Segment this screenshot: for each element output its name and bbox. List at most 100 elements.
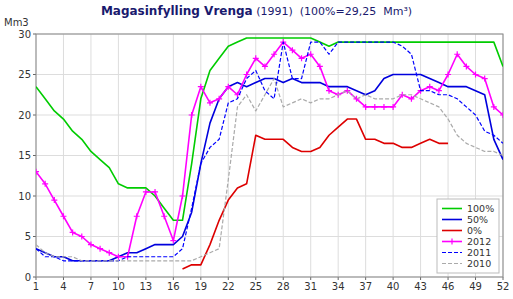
y-grid-line [36, 196, 503, 197]
y-tick-label: 25 [18, 69, 31, 80]
y-tick-label: 0 [25, 272, 31, 283]
series-marker [79, 234, 85, 240]
x-grid-line [393, 34, 394, 277]
series-marker [134, 213, 140, 219]
y-grid-line [36, 155, 503, 156]
series-marker [60, 213, 66, 219]
series-line [36, 38, 503, 220]
x-tick-label: 22 [222, 281, 235, 292]
series-marker [500, 112, 503, 118]
x-tick-label: 19 [194, 281, 207, 292]
legend-label: 50% [467, 214, 488, 225]
x-tick-label: 7 [88, 281, 94, 292]
x-grid-line [145, 34, 146, 277]
series-marker [271, 51, 277, 57]
x-tick-label: 40 [387, 281, 400, 292]
x-tick-label: 34 [332, 281, 345, 292]
series-marker [161, 213, 167, 219]
series-marker [143, 189, 149, 195]
x-tick-label: 25 [249, 281, 262, 292]
x-tick-label: 52 [497, 281, 510, 292]
x-tick-label: 46 [442, 281, 455, 292]
series-marker [482, 76, 488, 82]
plot-area [36, 34, 503, 277]
legend-marker [449, 239, 455, 245]
legend-label: 2012 [467, 236, 491, 247]
y-tick-label: 10 [18, 191, 31, 202]
x-tick-label: 16 [167, 281, 180, 292]
series-marker [225, 84, 231, 90]
title: Magasinfylling Vrenga (1991) (100%=29,25… [101, 4, 412, 18]
title-main: Magasinfylling Vrenga [101, 4, 253, 18]
x-grid-line [118, 34, 119, 277]
series-marker [170, 238, 176, 244]
series-line [183, 119, 449, 269]
x-grid-line [310, 34, 311, 277]
y-grid-line [36, 236, 503, 237]
series-marker [491, 104, 497, 110]
series-marker [189, 112, 195, 118]
y-tick-label: 30 [18, 29, 31, 40]
series-marker [390, 104, 396, 110]
series-marker [326, 88, 332, 94]
legend-label: 0% [467, 225, 482, 236]
legend-label: 100% [467, 203, 494, 214]
series-marker [427, 84, 433, 90]
legend-label: 2010 [467, 258, 491, 269]
x-tick-label: 37 [359, 281, 372, 292]
series-marker [70, 229, 76, 235]
series-line [36, 79, 503, 261]
x-grid-line [228, 34, 229, 277]
legend-swatch [442, 252, 462, 253]
series-marker [106, 250, 112, 256]
legend-swatch [442, 208, 462, 210]
x-tick-label: 13 [140, 281, 153, 292]
x-grid-line [283, 34, 284, 277]
series-line [36, 42, 503, 257]
series-marker [463, 63, 469, 69]
series-marker [97, 246, 103, 252]
series-marker [262, 63, 268, 69]
y-grid-line [36, 74, 503, 75]
chart: Magasinfylling Vrenga (1991) (100%=29,25… [0, 0, 513, 299]
legend-label: 2011 [467, 247, 491, 258]
plot-frame [36, 34, 503, 277]
series-marker [317, 63, 323, 69]
series-marker [454, 51, 460, 57]
series-marker [115, 254, 121, 260]
x-tick-label: 1 [33, 281, 39, 292]
series-marker [51, 197, 57, 203]
x-tick-label: 31 [304, 281, 317, 292]
series-marker [180, 193, 186, 199]
series-marker [36, 169, 39, 175]
x-grid-line [200, 34, 201, 277]
series-group [36, 38, 503, 269]
series-line [36, 42, 503, 261]
series-marker [473, 72, 479, 78]
x-tick-label: 10 [112, 281, 125, 292]
x-grid-line [365, 34, 366, 277]
series-line [36, 75, 503, 261]
grid [36, 34, 503, 277]
y-tick-label: 5 [25, 231, 31, 242]
subtitle: (1991) (100%=29,25 Mm³) [253, 5, 412, 18]
y-tick-label: 20 [18, 110, 31, 121]
series-marker [216, 96, 222, 102]
series-marker [42, 181, 48, 187]
series-marker [299, 55, 305, 61]
legend-swatch [442, 219, 462, 221]
x-grid-line [90, 34, 91, 277]
x-tick-label: 28 [277, 281, 290, 292]
series-marker [436, 88, 442, 94]
legend-box [437, 199, 499, 273]
legend-swatch [442, 230, 462, 232]
series-marker [88, 242, 94, 248]
x-grid-line [338, 34, 339, 277]
x-tick-label: 49 [469, 281, 482, 292]
series-marker [381, 104, 387, 110]
series-marker [363, 104, 369, 110]
series-marker [198, 84, 204, 90]
series-marker [445, 72, 451, 78]
series-marker [152, 189, 158, 195]
x-tick-label: 43 [414, 281, 427, 292]
